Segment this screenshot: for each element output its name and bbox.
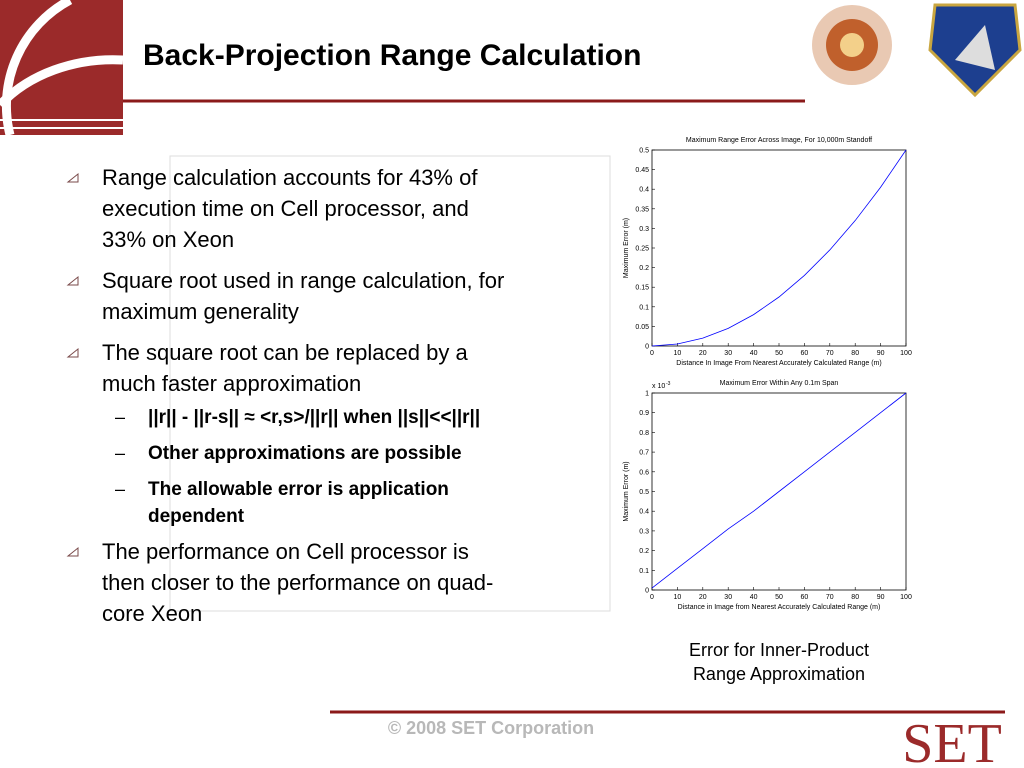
bullet-text: execution time on Cell processor, and [102, 196, 469, 221]
x-tick-label: 90 [877, 350, 885, 357]
x-tick-label: 0 [650, 350, 654, 357]
x-tick-label: 30 [724, 350, 732, 357]
y-tick-label: 0.5 [639, 489, 649, 496]
x-tick-label: 70 [826, 594, 834, 601]
sub-bullet-text: Other approximations are possible [148, 443, 462, 464]
y-tick-label: 0.2 [639, 265, 649, 272]
chart-title: Maximum Error Within Any 0.1m Span [720, 380, 839, 387]
bullet-text: 33% on Xeon [102, 227, 234, 252]
content-frame [169, 155, 611, 612]
corner-decoration [0, 0, 124, 137]
x-tick-label: 60 [801, 350, 809, 357]
slide-title: Back-Projection Range Calculation [143, 39, 641, 72]
bullet-text: Square root used in range calculation, f… [102, 268, 504, 293]
footer: © 2008 SET Corporation [388, 718, 594, 738]
sub-dash: – [115, 443, 125, 463]
x-tick-label: 20 [699, 594, 707, 601]
y-tick-label: 0.1 [639, 568, 649, 575]
x-axis-label: Distance In Image From Nearest Accuratel… [676, 360, 881, 367]
sub-dash: – [115, 407, 125, 427]
series-line [651, 392, 907, 589]
y-tick-label: 0.05 [635, 324, 649, 331]
caption: Error for Inner-Product [689, 640, 869, 660]
bullet-icon [66, 172, 79, 183]
x-tick-label: 50 [775, 594, 783, 601]
y-tick-label: 0.35 [635, 206, 649, 213]
x-tick-label: 20 [699, 350, 707, 357]
x-tick-label: 0 [650, 594, 654, 601]
x-tick-label: 30 [724, 594, 732, 601]
x-axis-label: Distance in Image from Nearest Accuratel… [678, 604, 881, 611]
x-tick-label: 50 [775, 350, 783, 357]
x-tick-label: 60 [801, 594, 809, 601]
bullet-text: The square root can be replaced by a [102, 340, 468, 365]
logos [812, 3, 1022, 98]
y-tick-label: 0.2 [639, 548, 649, 555]
y-tick-label: 0.4 [639, 509, 649, 516]
bullet-text: The performance on Cell processor is [102, 539, 469, 564]
x-tick-label: 70 [826, 350, 834, 357]
sub-bullet-text: ||r|| - ||r-s|| ≈ <r,s>/||r|| when ||s||… [148, 407, 480, 428]
bullet-icon [66, 275, 79, 286]
x-tick-label: 100 [900, 594, 912, 601]
bullet-text: core Xeon [102, 601, 202, 626]
y-tick-label: 0.1 [639, 304, 649, 311]
y-tick-label: 0.3 [639, 528, 649, 535]
bullet-icon [66, 347, 79, 358]
x-tick-label: 10 [674, 594, 682, 601]
y-multiplier-exponent: -3 [666, 381, 671, 387]
y-axis-label: Maximum Error (m) [623, 218, 630, 278]
y-tick-label: 0.45 [635, 167, 649, 174]
caption: Range Approximation [693, 664, 865, 684]
y-axis-label: Maximum Error (m) [623, 461, 630, 521]
bullet-icon [66, 546, 79, 557]
y-tick-label: 0.4 [639, 187, 649, 194]
x-tick-label: 80 [851, 594, 859, 601]
set-logo: SET [902, 713, 1002, 768]
x-tick-label: 100 [900, 350, 912, 357]
y-tick-label: 0 [645, 588, 649, 595]
y-tick-label: 0.7 [639, 450, 649, 457]
sub-bullet-text: dependent [148, 506, 245, 527]
chart: Maximum Range Error Across Image, For 10… [623, 137, 912, 367]
chart-title: Maximum Range Error Across Image, For 10… [686, 137, 872, 144]
bullet-text: maximum generality [102, 299, 299, 324]
bullet-text: Range calculation accounts for 43% of [102, 165, 478, 190]
y-tick-label: 0.25 [635, 246, 649, 253]
y-tick-label: 0.5 [639, 148, 649, 155]
sub-bullet-text: The allowable error is application [148, 479, 449, 500]
y-tick-label: 1 [645, 391, 649, 398]
chart: Maximum Error Within Any 0.1m Span Distan… [623, 380, 912, 611]
y-tick-label: 0.3 [639, 226, 649, 233]
x-tick-label: 90 [877, 594, 885, 601]
y-tick-label: 0.15 [635, 285, 649, 292]
x-tick-label: 40 [750, 594, 758, 601]
x-tick-label: 40 [750, 350, 758, 357]
x-tick-label: 80 [851, 350, 859, 357]
x-tick-label: 10 [674, 350, 682, 357]
y-multiplier: x 10 [652, 383, 665, 390]
y-tick-label: 0.8 [639, 430, 649, 437]
plot-frame [651, 149, 907, 347]
series-line [651, 149, 907, 347]
bullet-text: much faster approximation [102, 371, 361, 396]
bullet-text: then closer to the performance on quad- [102, 570, 493, 595]
y-tick-label: 0.6 [639, 469, 649, 476]
y-tick-label: 0 [645, 344, 649, 351]
y-tick-label: 0.9 [639, 410, 649, 417]
sub-dash: – [115, 479, 125, 499]
